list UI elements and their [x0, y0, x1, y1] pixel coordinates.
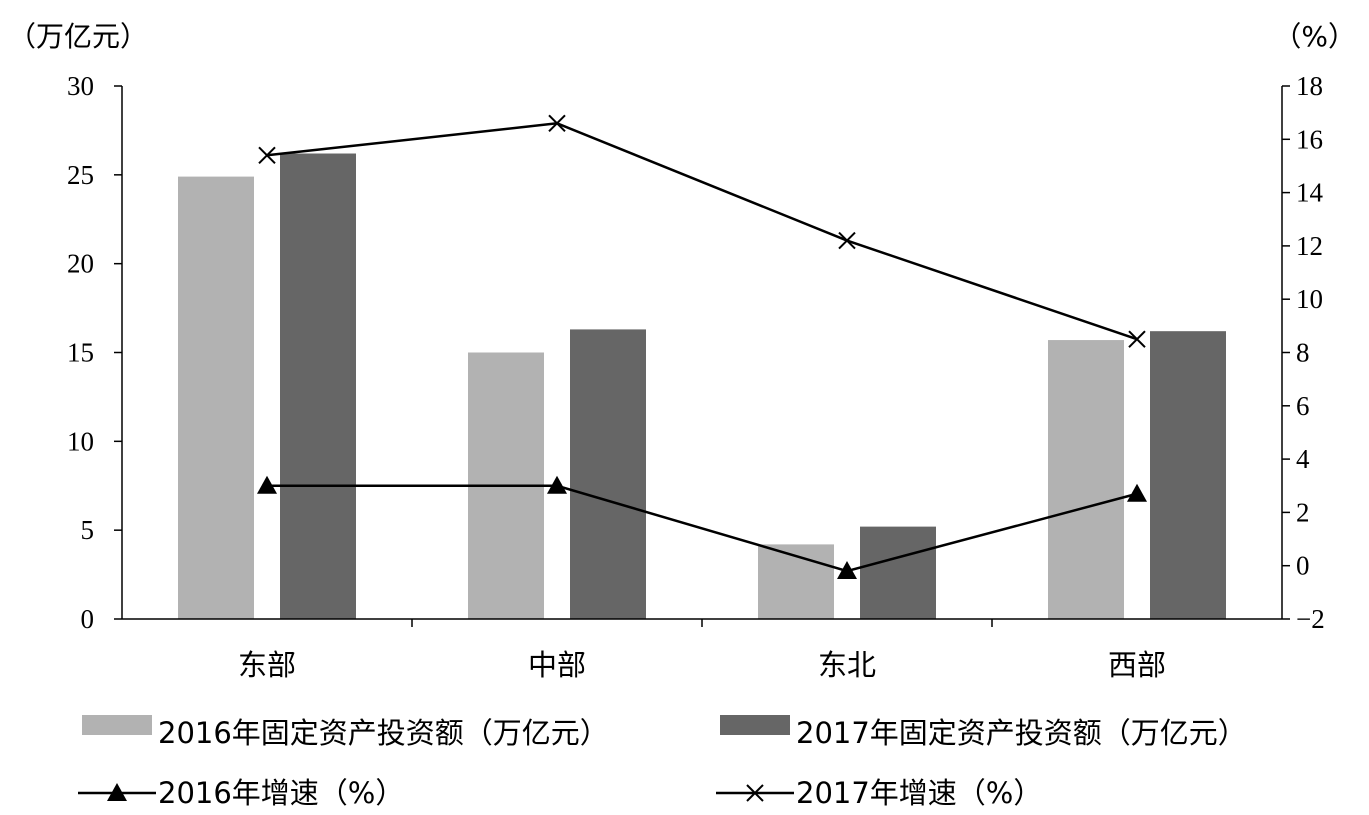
bar-1-0 — [280, 153, 356, 619]
point-3-0 — [258, 146, 276, 164]
bar-1-2 — [860, 526, 936, 619]
right-tick-label-6: 10 — [1296, 284, 1323, 314]
bar-0-0 — [178, 176, 254, 620]
legend-swatch-0 — [82, 715, 152, 735]
legend-label-3: 2017年增速（%） — [796, 776, 1042, 810]
legend-label-1: 2017年固定资产投资额（万亿元） — [796, 716, 1247, 750]
point-2-1 — [547, 475, 567, 494]
point-2-0 — [257, 475, 277, 494]
series-line-3 — [266, 122, 1138, 341]
right-tick-label-5: 8 — [1296, 338, 1310, 368]
point-2-3 — [1127, 483, 1147, 502]
right-tick-label-3: 4 — [1296, 444, 1310, 474]
left-tick-label-4: 20 — [67, 249, 94, 279]
bar-1-1 — [570, 329, 646, 619]
bar-1-3 — [1150, 331, 1226, 619]
category-label-0: 东部 — [238, 648, 296, 682]
right-tick-label-4: 6 — [1296, 391, 1310, 421]
left-tick-label-3: 15 — [67, 338, 94, 368]
left-tick-label-0: 0 — [81, 604, 95, 634]
right-tick-label-0: −2 — [1296, 604, 1325, 634]
legend: 2016年固定资产投资额（万亿元） 2017年固定资产投资额（万亿元） 2016年增… — [78, 715, 1247, 810]
point-3-1 — [548, 114, 566, 133]
left-tick-label-1: 5 — [81, 515, 95, 545]
legend-marker-2 — [107, 783, 127, 801]
right-tick-label-9: 16 — [1296, 124, 1323, 154]
category-label-3: 西部 — [1108, 648, 1166, 682]
left-tick-label-5: 25 — [67, 160, 94, 190]
right-tick-label-2: 2 — [1296, 497, 1310, 527]
point-2-2 — [837, 561, 857, 580]
point-3-3 — [1128, 330, 1146, 348]
right-tick-label-10: 18 — [1296, 71, 1323, 101]
series-line-2 — [267, 484, 1138, 573]
category-label-1: 中部 — [528, 648, 586, 682]
point-3-2 — [838, 231, 856, 250]
category-label-2: 东北 — [818, 648, 876, 682]
left-tick-label-6: 30 — [67, 71, 94, 101]
bar-0-3 — [1048, 340, 1124, 619]
legend-marker-3 — [746, 784, 764, 802]
right-tick-label-1: 0 — [1296, 551, 1310, 581]
plot-area: 0 5 10 15 20 25 30 −2 0 2 4 6 8 10 12 14 16 18 东部 中部 东北 西部 — [67, 71, 1325, 682]
right-axis-unit: （%） — [1273, 20, 1356, 53]
legend-label-2: 2016年增速（%） — [158, 776, 404, 810]
right-tick-label-8: 14 — [1296, 178, 1324, 208]
right-tick-label-7: 12 — [1296, 231, 1323, 261]
left-tick-label-2: 10 — [67, 426, 94, 456]
left-axis-unit: （万亿元） — [8, 20, 148, 53]
legend-swatch-1 — [720, 715, 790, 735]
legend-label-0: 2016年固定资产投资额（万亿元） — [158, 716, 609, 750]
